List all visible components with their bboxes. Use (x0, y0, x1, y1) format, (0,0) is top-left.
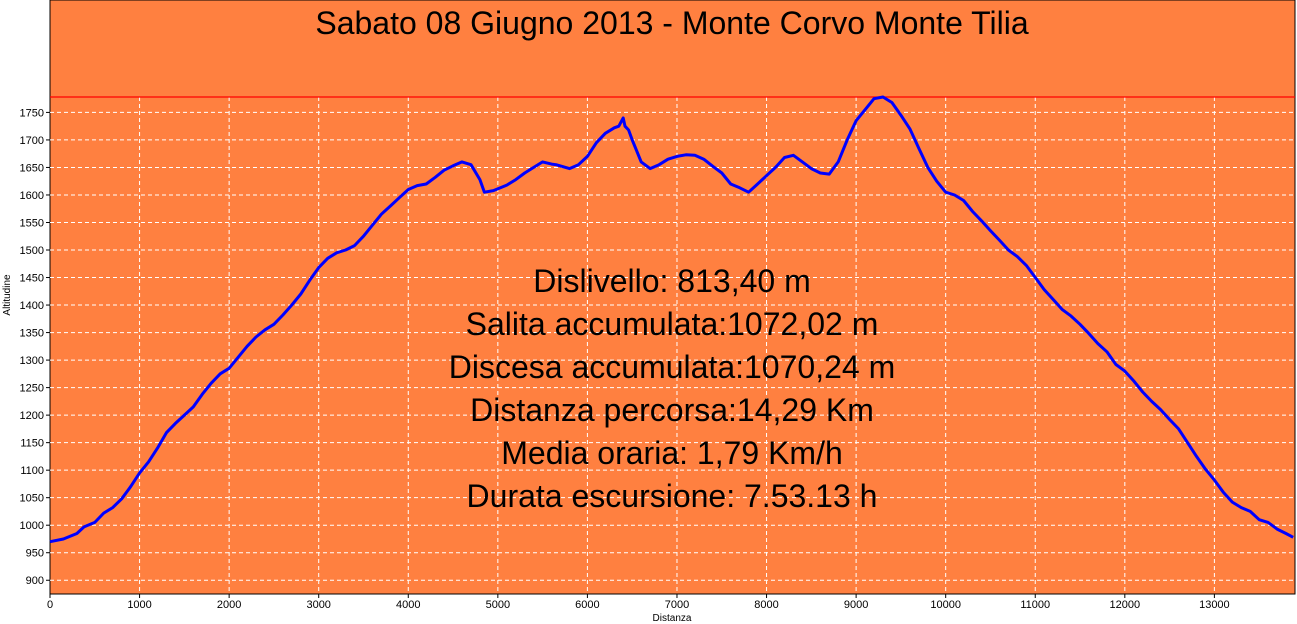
y-tick-label: 1300 (20, 355, 44, 367)
plot-area (50, 0, 1295, 594)
stat-durata: Durata escursione: 7.53.13 h (467, 478, 878, 514)
stat-salita: Salita accumulata:1072,02 m (466, 306, 879, 342)
x-tick-label: 0 (47, 599, 53, 611)
x-tick-label: 9000 (844, 599, 868, 611)
x-tick-label: 13000 (1199, 599, 1230, 611)
y-axis-ticks: 900 950 1000 1050 1100 1150 1200 1250 1300 1350 14… (20, 107, 50, 587)
plot-border (49, 0, 1296, 595)
x-tick-label: 5000 (486, 599, 510, 611)
x-tick-label: 2000 (217, 599, 241, 611)
x-tick-label: 11000 (1020, 599, 1050, 611)
y-tick-label: 900 (26, 575, 44, 587)
x-tick-label: 12000 (1110, 599, 1141, 611)
y-axis-label: Altitudine (2, 274, 13, 316)
y-tick-label: 950 (26, 548, 44, 560)
chart-title: Sabato 08 Giugno 2013 - Monte Corvo Mont… (315, 5, 1029, 41)
y-tick-label: 1000 (20, 520, 44, 532)
y-tick-label: 1350 (20, 328, 44, 340)
y-tick-label: 1650 (20, 162, 44, 174)
stat-media: Media oraria: 1,79 Km/h (501, 435, 843, 471)
x-tick-label: 4000 (396, 599, 420, 611)
y-tick-label: 1050 (20, 493, 44, 505)
y-tick-label: 1550 (20, 217, 44, 229)
y-tick-label: 1750 (20, 107, 44, 119)
x-tick-label: 10000 (930, 599, 961, 611)
elevation-line (49, 95, 1294, 544)
y-tick-label: 1200 (20, 410, 44, 422)
y-tick-label: 1250 (20, 383, 44, 395)
x-tick-label: 1000 (127, 599, 151, 611)
stat-dislivello: Dislivello: 813,40 m (533, 263, 810, 299)
y-tick-label: 1150 (20, 438, 44, 450)
x-tick-label: 3000 (306, 599, 330, 611)
y-tick-label: 1700 (20, 135, 44, 147)
x-axis-label: Distanza (653, 613, 692, 624)
stats-block: Dislivello: 813,40 m Salita accumulata:1… (449, 263, 895, 514)
x-axis-ticks: 0 1000 2000 3000 4000 5000 6000 7000 8000 9000 100… (47, 594, 1230, 611)
y-tick-label: 1600 (20, 190, 44, 202)
stat-distanza: Distanza percorsa:14,29 Km (470, 392, 874, 428)
y-tick-label: 1100 (20, 465, 44, 477)
y-tick-label: 1500 (20, 245, 44, 257)
stat-discesa: Discesa accumulata:1070,24 m (449, 349, 895, 385)
x-tick-label: 7000 (665, 599, 689, 611)
y-tick-label: 1450 (20, 273, 44, 285)
x-tick-label: 8000 (754, 599, 778, 611)
x-tick-label: 6000 (575, 599, 599, 611)
y-tick-label: 1400 (20, 300, 44, 312)
